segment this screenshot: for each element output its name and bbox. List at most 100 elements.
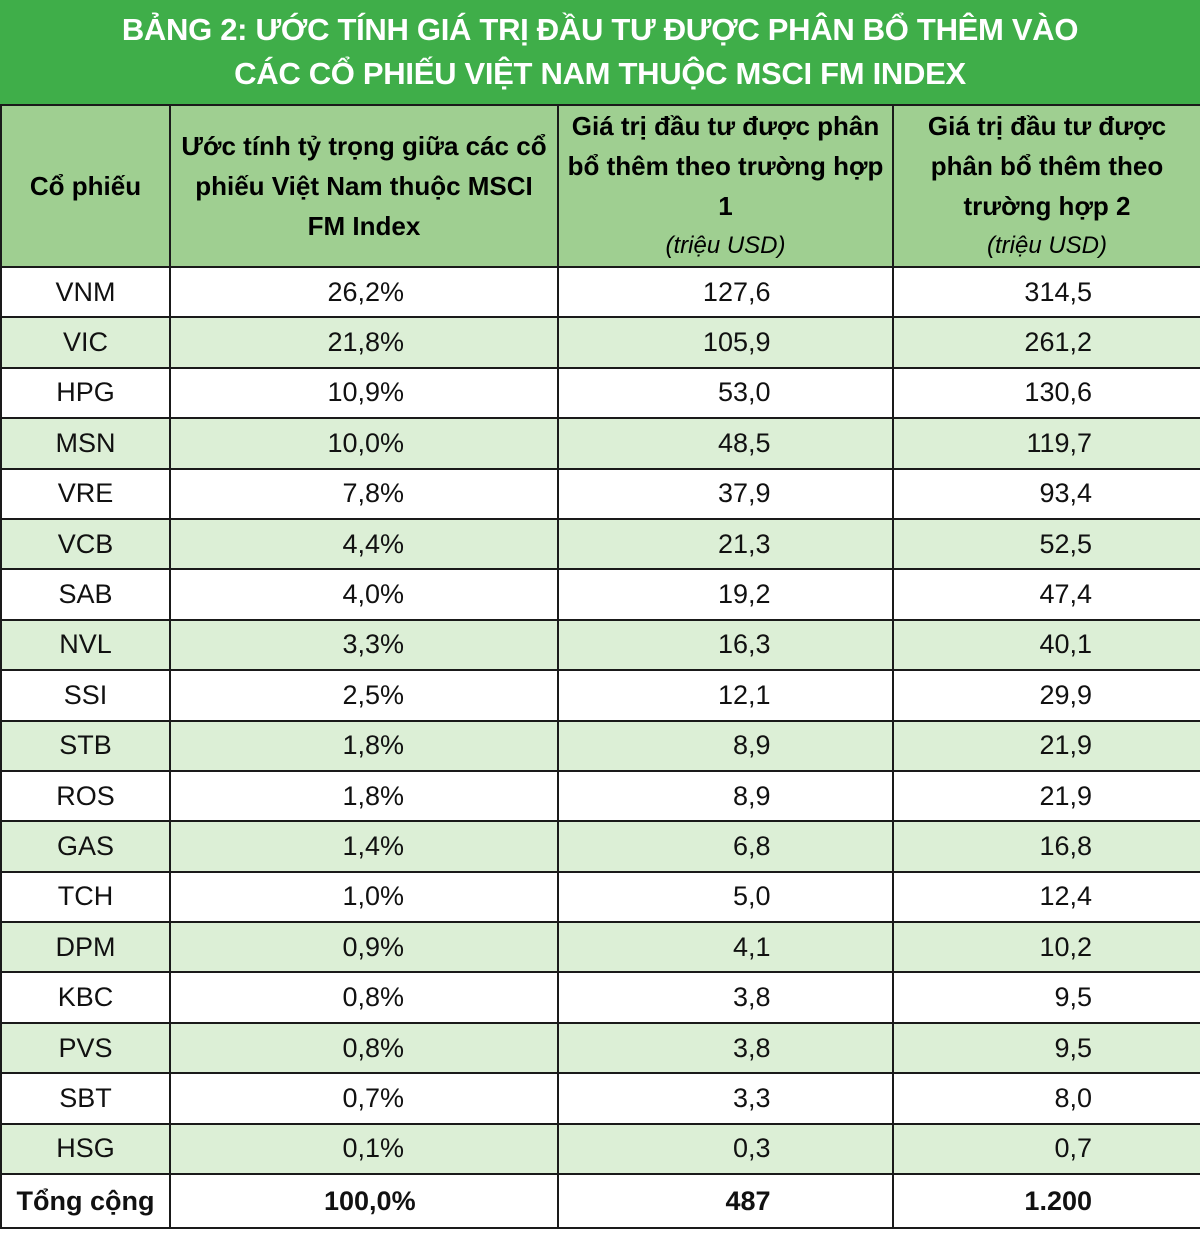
cell-case1: 6,8 — [557, 820, 894, 873]
cell-case1-value: 19,2 — [717, 579, 771, 610]
cell-stock: SSI — [0, 669, 171, 722]
cell-stock: SAB — [0, 568, 171, 621]
cell-weight: 0,7% — [169, 1072, 559, 1125]
cell-case1-value: 53,0 — [717, 377, 771, 408]
cell-case1-value: 0,3 — [732, 1133, 771, 1164]
table-row: SAB 4,0% 19,2 47,4 — [0, 568, 1200, 621]
cell-weight: 3,3% — [169, 618, 559, 672]
cell-case1: 0,3 — [557, 1122, 894, 1176]
header-row: Cổ phiếu Ước tính tỷ trọng giữa các cổ p… — [0, 104, 1200, 268]
cell-weight: 100,0% — [169, 1173, 559, 1230]
cell-stock: VCB — [0, 517, 171, 571]
cell-stock: MSN — [0, 417, 171, 470]
cell-case2-value: 9,5 — [1054, 1032, 1092, 1063]
cell-weight: 1,8% — [169, 719, 559, 772]
cell-stock: GAS — [0, 820, 171, 873]
cell-case2: 12,4 — [892, 870, 1200, 924]
table-row: DPM 0,9% 4,1 10,2 — [0, 921, 1200, 974]
cell-weight-value: 10,9% — [327, 377, 404, 408]
cell-case2-value: 0,7 — [1054, 1133, 1092, 1164]
cell-weight-value: 0,8% — [342, 982, 404, 1013]
cell-stock: DPM — [0, 921, 171, 974]
header-case1-unit: (triệu USD) — [665, 232, 786, 259]
cell-case1: 16,3 — [557, 618, 894, 672]
cell-case1-value: 3,8 — [732, 982, 771, 1013]
cell-case2: 0,7 — [892, 1122, 1200, 1176]
table-row: TCH 1,0% 5,0 12,4 — [0, 870, 1200, 924]
investment-allocation-table: Cổ phiếu Ước tính tỷ trọng giữa các cổ p… — [0, 104, 1200, 1230]
cell-stock: STB — [0, 719, 171, 772]
table-title: BẢNG 2: ƯỚC TÍNH GIÁ TRỊ ĐẦU TƯ ĐƯỢC PHÂ… — [0, 0, 1200, 104]
cell-weight: 21,8% — [169, 316, 559, 369]
cell-case1-value: 16,3 — [717, 629, 771, 660]
cell-weight-value: 10,0% — [327, 427, 404, 458]
header-case2-unit: (triệu USD) — [986, 232, 1107, 259]
cell-case1-value: 5,0 — [732, 881, 771, 912]
cell-case2-value: 261,2 — [1024, 327, 1092, 358]
cell-case1: 3,3 — [557, 1072, 894, 1125]
cell-weight-value: 0,8% — [342, 1032, 404, 1063]
cell-case2: 93,4 — [892, 467, 1200, 520]
cell-weight-value: 7,8% — [342, 478, 404, 509]
cell-case1: 8,9 — [557, 719, 894, 772]
table-row: PVS 0,8% 3,8 9,5 — [0, 1021, 1200, 1075]
cell-case2-value: 21,9 — [1039, 780, 1092, 811]
table-row: GAS 1,4% 6,8 16,8 — [0, 820, 1200, 873]
cell-case2-value: 9,5 — [1054, 982, 1092, 1013]
cell-weight-value: 1,0% — [342, 881, 404, 912]
cell-case2: 9,5 — [892, 1021, 1200, 1075]
cell-weight-value: 0,7% — [342, 1082, 404, 1113]
cell-weight: 4,0% — [169, 568, 559, 621]
cell-case1-value: 8,9 — [732, 730, 771, 761]
cell-case2: 8,0 — [892, 1072, 1200, 1125]
table-title-line-1: BẢNG 2: ƯỚC TÍNH GIÁ TRỊ ĐẦU TƯ ĐƯỢC PHÂ… — [121, 12, 1079, 47]
cell-case2-value: 52,5 — [1039, 528, 1092, 559]
cell-case2-value: 29,9 — [1039, 679, 1092, 710]
cell-case2-value: 10,2 — [1039, 931, 1092, 962]
cell-case1-value: 8,9 — [732, 780, 771, 811]
cell-case1: 3,8 — [557, 971, 894, 1024]
cell-case1-value: 6,8 — [732, 830, 771, 861]
cell-case1-value: 48,5 — [717, 427, 771, 458]
cell-case1: 48,5 — [557, 417, 894, 470]
table-row: SBT 0,7% 3,3 8,0 — [0, 1072, 1200, 1125]
cell-weight-value: 1,8% — [342, 780, 404, 811]
cell-weight: 26,2% — [169, 265, 559, 319]
cell-weight: 4,4% — [169, 517, 559, 571]
cell-stock: NVL — [0, 618, 171, 672]
cell-weight-value: 2,5% — [342, 679, 404, 710]
cell-stock: SBT — [0, 1072, 171, 1125]
cell-stock: TCH — [0, 870, 171, 924]
table-row: ROS 1,8% 8,9 21,9 — [0, 769, 1200, 823]
cell-case2: 40,1 — [892, 618, 1200, 672]
cell-case2-value: 119,7 — [1026, 427, 1092, 458]
cell-weight-value: 4,4% — [342, 528, 404, 559]
header-stock: Cổ phiếu — [0, 104, 171, 268]
cell-weight-value: 4,0% — [342, 579, 404, 610]
header-case2: Giá trị đầu tư được phân bổ thêm theo tr… — [892, 104, 1200, 268]
cell-weight-value: 1,8% — [342, 730, 404, 761]
cell-case1-value: 487 — [725, 1185, 771, 1216]
cell-case1: 8,9 — [557, 769, 894, 823]
table-row: VNM 26,2% 127,6 314,5 — [0, 265, 1200, 319]
cell-weight: 10,0% — [169, 417, 559, 470]
cell-case2: 130,6 — [892, 366, 1200, 420]
cell-case2: 29,9 — [892, 669, 1200, 722]
cell-weight: 1,4% — [169, 820, 559, 873]
cell-case1: 105,9 — [557, 316, 894, 369]
cell-case2-value: 93,4 — [1039, 478, 1092, 509]
cell-stock: VIC — [0, 316, 171, 369]
cell-weight-value: 100,0% — [324, 1185, 416, 1216]
cell-weight-value: 0,1% — [342, 1133, 404, 1164]
cell-case2: 52,5 — [892, 517, 1200, 571]
cell-case2-value: 12,4 — [1039, 881, 1092, 912]
cell-case1: 53,0 — [557, 366, 894, 420]
cell-case1: 3,8 — [557, 1021, 894, 1075]
cell-case1-value: 12,1 — [717, 679, 771, 710]
cell-case2-value: 16,8 — [1039, 830, 1092, 861]
cell-stock: ROS — [0, 769, 171, 823]
cell-stock: VNM — [0, 265, 171, 319]
table-row: VRE 7,8% 37,9 93,4 — [0, 467, 1200, 520]
cell-case2: 119,7 — [892, 417, 1200, 470]
cell-case1: 4,1 — [557, 921, 894, 974]
